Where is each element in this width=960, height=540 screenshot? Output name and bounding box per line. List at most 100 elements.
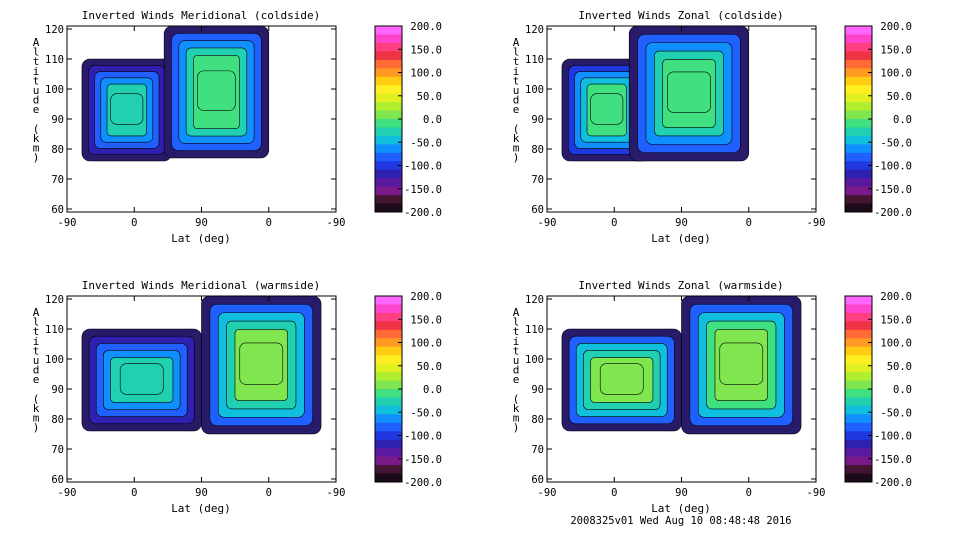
colorbar-tick-label: 200.0 <box>410 291 442 303</box>
y-axis-label-char: u <box>513 84 520 97</box>
y-axis-label-char: A <box>513 306 520 319</box>
colorbar-tick-label: 50.0 <box>417 361 442 373</box>
y-axis-label-char: i <box>33 65 40 78</box>
y-tick-label: 110 <box>525 54 544 66</box>
x-tick-label: 0 <box>266 217 272 229</box>
y-axis-label-char: t <box>33 55 40 68</box>
colorbar-swatch <box>375 85 402 95</box>
colorbar-swatch <box>845 76 872 86</box>
colorbar-swatch <box>845 68 872 78</box>
colorbar-tick-label: -100.0 <box>874 431 912 443</box>
y-tick-label: 60 <box>531 474 544 486</box>
colorbar-tick-label: -150.0 <box>404 184 442 196</box>
colorbar-swatch <box>845 389 872 398</box>
colorbar-0: 200.0 150.0 100.0 50.0 0.0 -50.0 -100.0 -150.0 -… <box>374 21 442 219</box>
colorbar-swatch <box>375 203 402 213</box>
colorbar-swatch <box>845 473 872 483</box>
y-axis-label-char: k <box>33 132 40 145</box>
y-axis-label-char: e <box>33 103 40 116</box>
panel-zonal-warmside: Inverted Winds Zonal (warmside) 60 70 80 90… <box>513 279 826 515</box>
x-tick-label: 0 <box>131 217 137 229</box>
colorbar-swatch <box>375 372 402 382</box>
y-tick-label: 90 <box>51 384 64 396</box>
panel-zonal-coldside: Inverted Winds Zonal (coldside) 60 70 80 90… <box>513 9 826 245</box>
y-tick-label: 110 <box>45 324 64 336</box>
colorbar-swatch <box>375 68 402 78</box>
colorbar-swatch <box>375 389 402 398</box>
colorbar-swatch <box>845 59 872 69</box>
colorbar-swatch <box>375 110 402 120</box>
y-axis-label-char: e <box>33 373 40 386</box>
colorbar-tick-label: 150.0 <box>410 314 442 326</box>
colorbar-swatch <box>845 465 872 475</box>
plot-title: Inverted Winds Zonal (warmside) <box>578 279 783 292</box>
y-axis-label-char: l <box>513 316 520 329</box>
colorbar-swatch <box>375 178 402 188</box>
colorbar-swatch <box>845 178 872 188</box>
y-axis-label-char: ( <box>513 122 520 135</box>
colorbar-tick-label: -150.0 <box>874 184 912 196</box>
colorbar-tick-label: -100.0 <box>404 431 442 443</box>
x-axis-label: Lat (deg) <box>651 232 711 245</box>
colorbar-swatch <box>845 338 872 348</box>
colorbar-swatch <box>375 363 402 373</box>
colorbar-swatch <box>375 144 402 154</box>
x-tick-label: 0 <box>611 217 617 229</box>
y-axis-label-char: ) <box>33 151 40 164</box>
colorbar-swatch <box>375 195 402 205</box>
colorbar-swatch <box>845 448 872 458</box>
colorbar-swatch <box>845 296 872 305</box>
y-axis-label-char: d <box>33 94 40 107</box>
y-axis-label-char: e <box>513 373 520 386</box>
plot-area: 60 70 80 90 100 110 120 -90 0 90 0 -90 <box>45 24 345 229</box>
x-tick-label: -90 <box>58 217 77 229</box>
y-axis-label-char: ( <box>513 392 520 405</box>
contour-region-left-core <box>590 93 624 125</box>
y-tick-label: 110 <box>525 324 544 336</box>
y-tick-label: 120 <box>45 24 64 36</box>
colorbar-swatch <box>375 186 402 196</box>
plot-area: 60 70 80 90 100 110 120 -90 0 90 0 -90 <box>525 294 825 499</box>
x-tick-label: 90 <box>195 487 208 499</box>
colorbar-tick-label: -200.0 <box>874 477 912 489</box>
colorbar-swatch <box>845 422 872 432</box>
colorbar-swatch <box>845 135 872 145</box>
colorbar-swatch <box>845 152 872 162</box>
colorbar-tick-label: -50.0 <box>880 137 912 149</box>
colorbar-swatch <box>375 312 402 322</box>
colorbar-swatch <box>375 135 402 145</box>
colorbar-swatch <box>375 152 402 162</box>
x-axis-label: Lat (deg) <box>651 502 711 515</box>
x-tick-label: -90 <box>807 217 826 229</box>
colorbar-swatch <box>375 34 402 44</box>
colorbar-swatch <box>845 312 872 322</box>
colorbar-swatch <box>845 380 872 390</box>
colorbar-tick-label: 150.0 <box>880 314 912 326</box>
y-axis-label-char: A <box>33 36 40 49</box>
colorbar-tick-label: -50.0 <box>410 137 442 149</box>
colorbar-tick-label: -100.0 <box>404 161 442 173</box>
colorbar-swatch <box>375 380 402 390</box>
colorbar-tick-label: 100.0 <box>880 68 912 80</box>
x-tick-label: 90 <box>195 217 208 229</box>
plot-area: 60 70 80 90 100 110 120 -90 0 90 0 -90 <box>45 294 345 499</box>
colorbar-swatch <box>845 439 872 449</box>
y-tick-label: 100 <box>45 84 64 96</box>
y-axis-label-char: ) <box>513 421 520 434</box>
colorbar-3: 200.0 150.0 100.0 50.0 0.0 -50.0 -100.0 -150.0 -… <box>844 291 912 489</box>
colorbar-swatch <box>845 93 872 103</box>
colorbar-tick-label: 200.0 <box>880 21 912 33</box>
colorbar-tick-label: 50.0 <box>417 91 442 103</box>
x-tick-label: -90 <box>327 487 346 499</box>
plot-area: 60 70 80 90 100 110 120 -90 0 90 0 -90 <box>525 24 825 229</box>
colorbar-swatch <box>845 34 872 44</box>
colorbar-tick-label: 0.0 <box>893 114 912 126</box>
colorbar-swatch <box>845 51 872 61</box>
colorbar-tick-label: 100.0 <box>880 338 912 350</box>
y-tick-label: 90 <box>531 114 544 126</box>
y-axis-label-char: m <box>33 412 40 425</box>
contour-region-left-core <box>119 363 164 395</box>
y-tick-label: 100 <box>525 84 544 96</box>
colorbar-swatch <box>845 456 872 466</box>
y-axis-label-char: t <box>33 74 40 87</box>
